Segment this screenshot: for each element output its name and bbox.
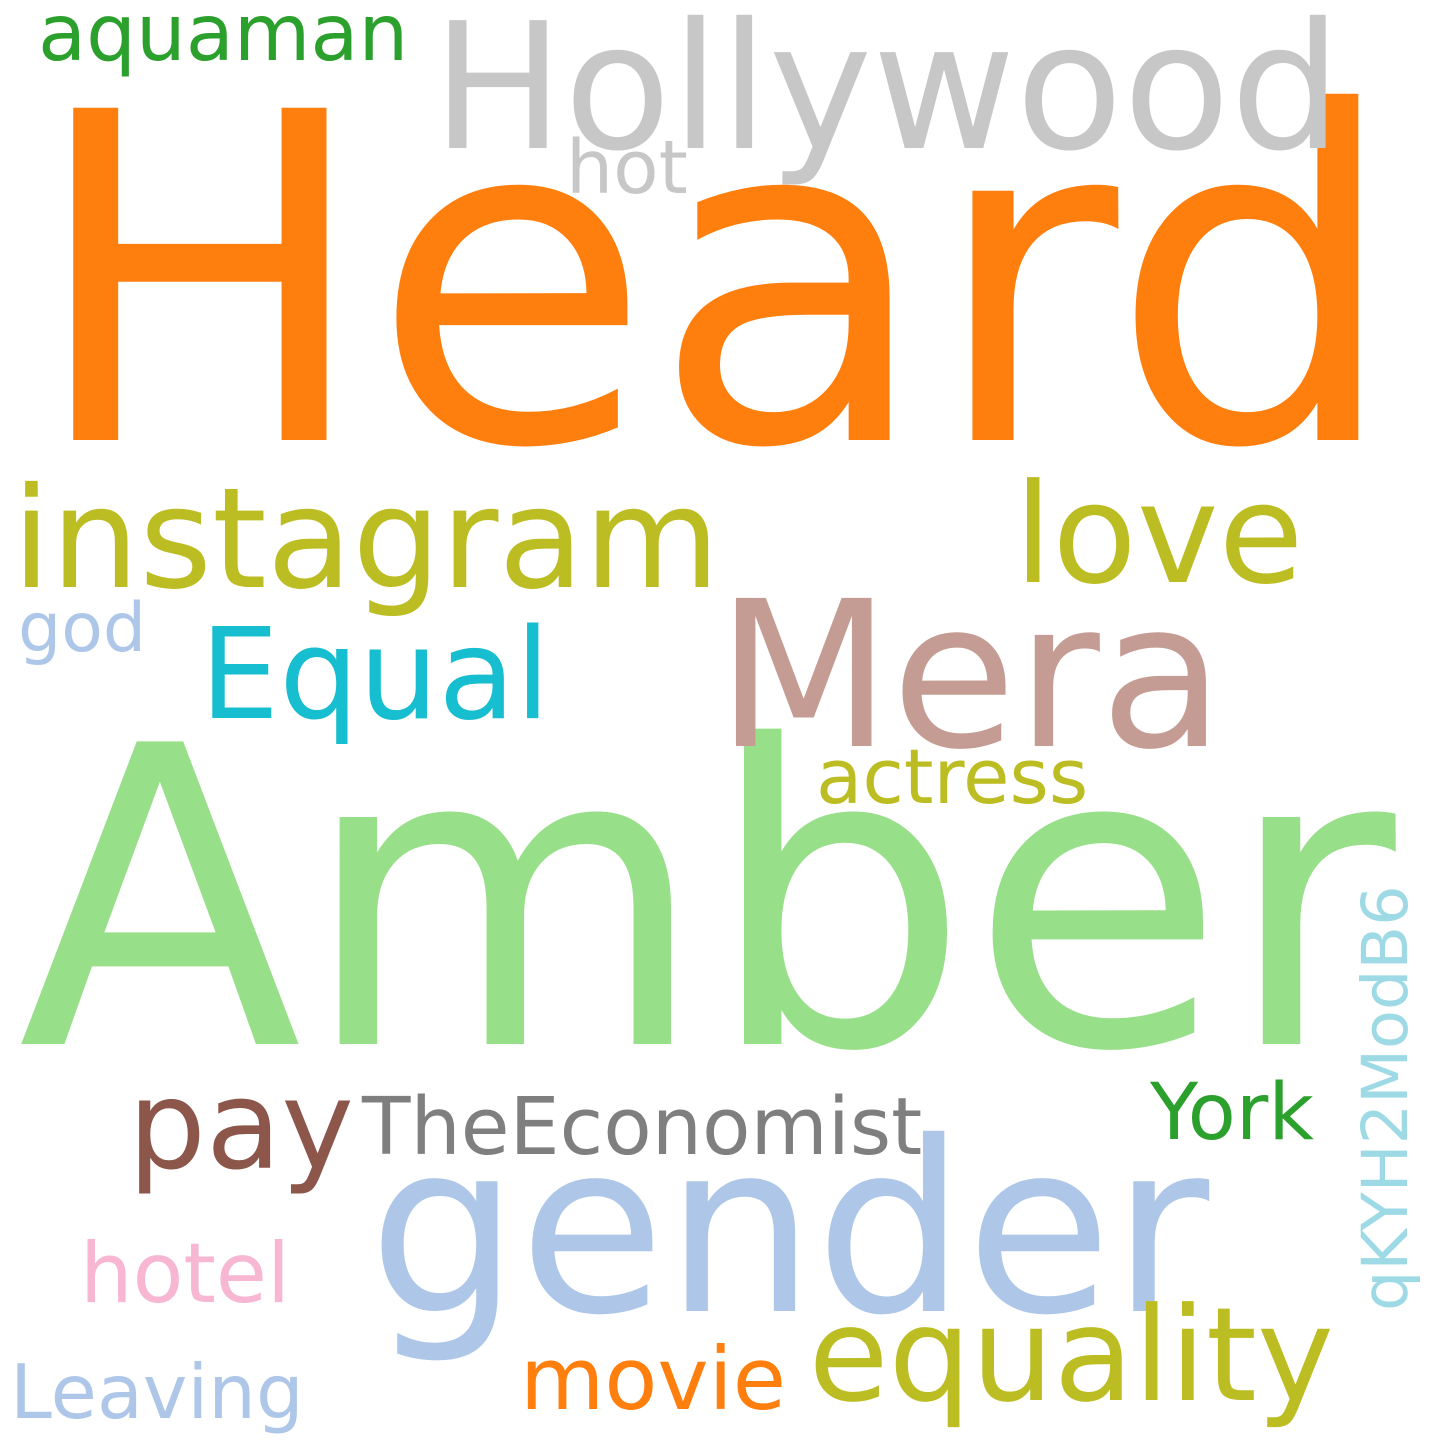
- word-theeconomist: TheEconomist: [362, 1079, 923, 1173]
- word-aquaman: aquaman: [38, 0, 409, 79]
- word-love: love: [1014, 454, 1304, 615]
- word-actress: actress: [816, 733, 1089, 821]
- word-movie: movie: [520, 1329, 787, 1430]
- word-equal: Equal: [200, 601, 551, 748]
- word-heard: Heard: [28, 18, 1400, 548]
- word-instagram: instagram: [12, 457, 720, 620]
- word-equality: equality: [808, 1279, 1334, 1431]
- word-hotel: hotel: [80, 1224, 291, 1322]
- word-god: god: [18, 589, 147, 668]
- word-york: York: [1150, 1065, 1314, 1158]
- word-pay: pay: [128, 1053, 354, 1197]
- word-hot: hot: [566, 124, 688, 211]
- word-amber: Amber: [18, 658, 1396, 1142]
- word-hollywood: Hollywood: [432, 0, 1342, 190]
- word-leaving: Leaving: [10, 1347, 304, 1436]
- word-gender: gender: [368, 1090, 1210, 1367]
- word-qkyh2modb6: qKYH2ModB6: [1349, 885, 1423, 1311]
- word-mera: Mera: [716, 556, 1225, 794]
